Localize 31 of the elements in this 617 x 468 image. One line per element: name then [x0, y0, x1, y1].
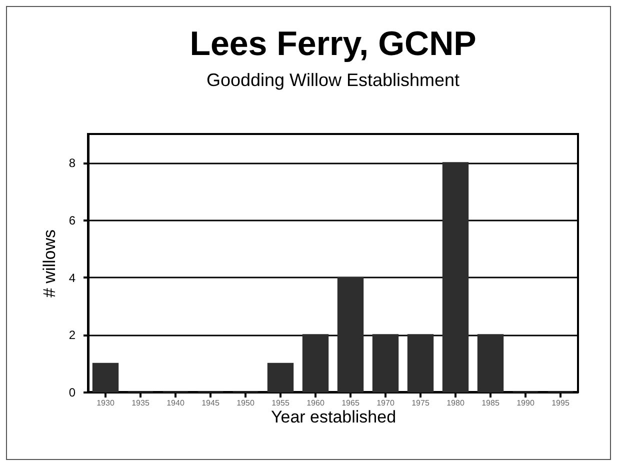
y-tick-label: 8: [68, 156, 76, 170]
x-tick-label: 1950: [236, 398, 255, 408]
x-tick-label: 1985: [482, 398, 500, 408]
bar: [337, 276, 364, 392]
x-tick-label: 1960: [306, 398, 325, 408]
y-axis-title: # willows: [40, 229, 59, 298]
y-tick-label: 2: [68, 328, 76, 342]
x-axis-title: Year established: [270, 408, 396, 426]
bar: [92, 362, 119, 392]
y-tick-label: 6: [68, 214, 76, 228]
y-tick-label: 0: [68, 386, 76, 400]
bar: [442, 162, 469, 392]
chart-subtitle: Goodding Willow Establishment: [206, 70, 460, 90]
x-tick-label: 1940: [166, 398, 185, 408]
y-tick-label: 4: [68, 270, 76, 285]
x-tick-label: 1970: [376, 398, 395, 408]
x-tick-label: 1980: [446, 398, 465, 408]
x-tick-label: 1990: [516, 398, 535, 408]
x-tick-label: 1975: [412, 398, 430, 408]
bar: [407, 334, 434, 392]
chart-title: Lees Ferry, GCNP: [190, 25, 476, 63]
x-tick-label: 1935: [132, 398, 150, 408]
x-tick-label: 1955: [272, 398, 290, 408]
bar: [372, 334, 399, 392]
bar: [267, 362, 294, 392]
x-tick-label: 1995: [552, 398, 570, 408]
x-tick-label: 1930: [96, 398, 115, 408]
bar: [302, 334, 329, 392]
x-tick-label: 1945: [202, 398, 220, 408]
bar: [477, 334, 504, 392]
x-tick-label: 1965: [342, 398, 360, 408]
